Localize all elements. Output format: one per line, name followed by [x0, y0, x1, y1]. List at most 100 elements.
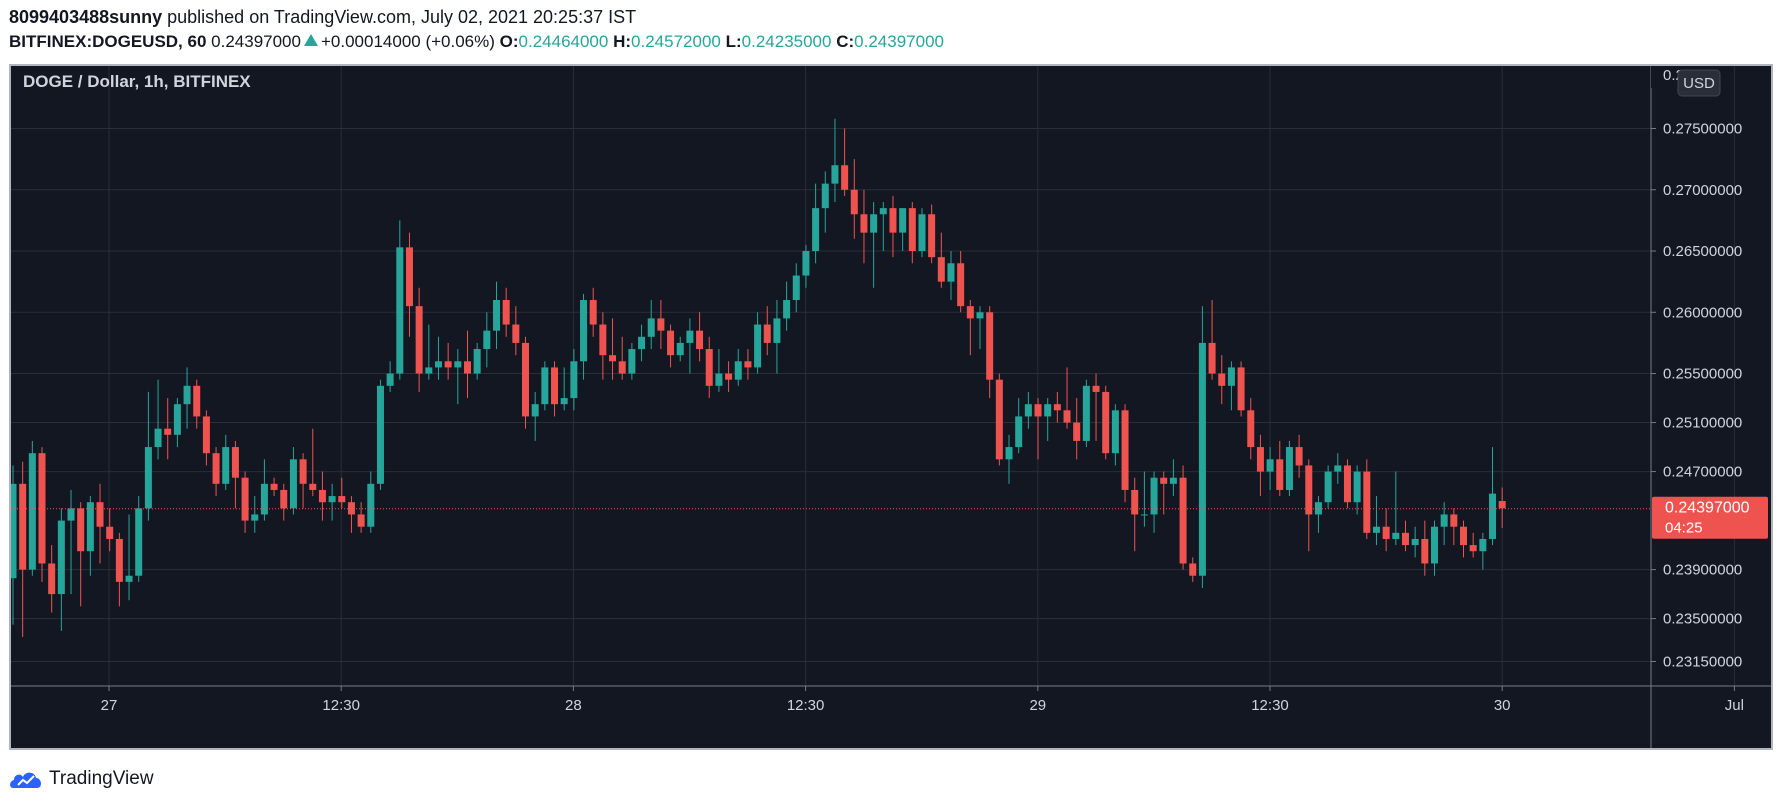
chart-panel[interactable]: 0.27500000 0.27000000 0.26500000 0.26000000… [9, 64, 1773, 750]
candle [1024, 391, 1032, 429]
candle-body [1024, 404, 1032, 417]
candle [125, 514, 133, 601]
candle-body [802, 251, 810, 276]
candle-body [1131, 489, 1139, 515]
candle [19, 461, 27, 637]
tradingview-logo[interactable]: TradingView [9, 764, 154, 794]
candle-body [821, 183, 829, 209]
candle [841, 128, 849, 196]
candle-body [1092, 385, 1100, 392]
candle-body [231, 447, 239, 478]
candle [135, 496, 143, 582]
candle-body [1440, 514, 1448, 527]
candle-body [1479, 538, 1487, 552]
candle [512, 306, 520, 356]
candlestick-chart[interactable]: 0.27500000 0.27000000 0.26500000 0.26000000… [9, 66, 1771, 748]
candle [1372, 496, 1380, 546]
candle [628, 342, 636, 380]
candle-body [860, 214, 868, 233]
candle [309, 428, 317, 497]
candle-body [638, 336, 646, 350]
candle [899, 208, 907, 252]
candles [9, 118, 1506, 637]
candle [657, 300, 665, 350]
x-tick-label: Jul [1725, 697, 1744, 714]
candle-body [725, 373, 733, 380]
candle [1150, 471, 1158, 533]
candle-body [86, 502, 94, 552]
candle [1285, 440, 1293, 497]
grid-lines [11, 66, 1735, 686]
candle-body [57, 520, 65, 595]
candle-body [667, 330, 675, 356]
candle [1189, 557, 1197, 582]
candle-body [1005, 447, 1013, 460]
candle-body [899, 208, 907, 233]
candle-body [1140, 514, 1148, 516]
candle-body [1276, 459, 1284, 490]
candle [1305, 459, 1313, 552]
candle [1363, 459, 1371, 539]
candle [676, 336, 684, 362]
symbol-label: BITFINEX:DOGEUSD, 60 [9, 32, 207, 51]
candle [9, 465, 17, 625]
candle [1198, 306, 1206, 588]
candle [1034, 398, 1042, 460]
candle-body [715, 373, 723, 386]
candle [280, 483, 288, 521]
candle [347, 496, 355, 533]
candle [870, 202, 878, 288]
candle [164, 398, 172, 460]
publisher-name[interactable]: 8099403488sunny [9, 7, 163, 27]
currency-badge[interactable] [1677, 69, 1721, 97]
candle-body [425, 367, 433, 374]
candle-body [1324, 471, 1332, 503]
candle [493, 281, 500, 350]
candle [77, 502, 85, 607]
candle-body [1430, 526, 1438, 564]
candle-body [164, 428, 172, 435]
candle-body [889, 208, 897, 233]
candle-body [908, 208, 916, 252]
candle-body [289, 459, 297, 509]
candle [1460, 520, 1467, 558]
candle-body [734, 361, 742, 380]
candle [1247, 398, 1255, 460]
candle-body [937, 257, 945, 282]
candle [183, 367, 191, 429]
candle [860, 189, 868, 264]
last-price-tag: 0.24397000 04:25 [1652, 496, 1768, 539]
candle [667, 324, 675, 368]
candle-body [966, 306, 974, 319]
price-axis[interactable]: 0.27500000 0.27000000 0.26500000 0.26000000… [1651, 120, 1742, 670]
candle-body [299, 459, 307, 484]
candle-body [879, 208, 887, 215]
candle-body [1285, 447, 1293, 490]
y-tick-label: 0.23900000 [1663, 562, 1742, 579]
candle-body [744, 361, 752, 368]
candle [551, 361, 559, 417]
candle [541, 361, 549, 411]
candle [725, 361, 733, 392]
candle [850, 159, 858, 239]
candle-body [1343, 465, 1351, 503]
candle [647, 300, 655, 350]
candle [106, 508, 114, 552]
candle-body [1450, 514, 1458, 527]
up-triangle-icon [303, 34, 318, 46]
candle [1430, 520, 1438, 576]
candle [1489, 447, 1497, 546]
high-value: 0.24572000 [631, 32, 721, 51]
candle [773, 300, 781, 374]
candle [396, 220, 404, 380]
candle-body [1372, 526, 1380, 533]
candle [957, 251, 965, 313]
candle-body [251, 514, 259, 521]
low-value: 0.24235000 [741, 32, 832, 51]
candle-body [415, 306, 423, 374]
candle [386, 361, 394, 392]
candle-body [647, 318, 655, 337]
candle [1440, 502, 1448, 546]
candle-body [367, 483, 375, 527]
